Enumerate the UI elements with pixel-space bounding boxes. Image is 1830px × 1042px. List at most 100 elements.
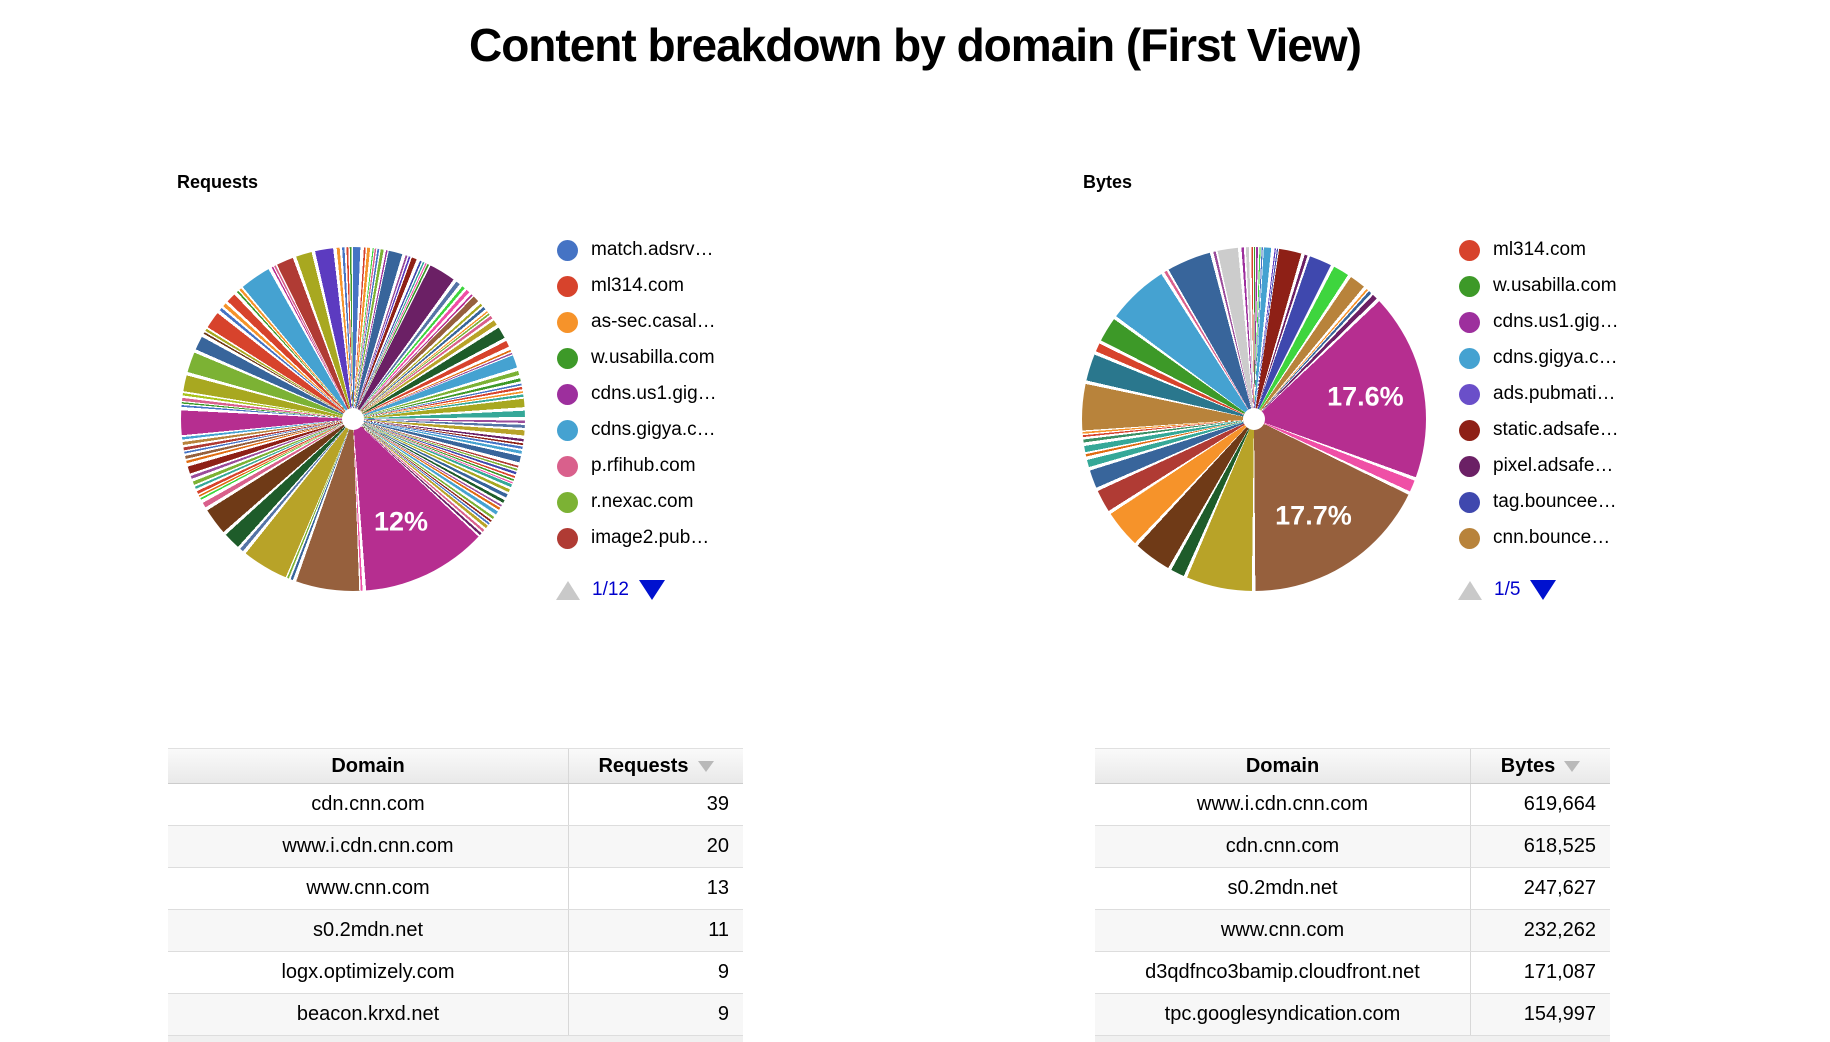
legend-item[interactable]: static.adsafe… [1459,412,1619,448]
bytes-legend: ml314.com w.usabilla.com cdns.us1.gig… cdns… [1459,232,1619,556]
domain-column-header[interactable]: Domain [1095,749,1470,783]
value-cell: 619,664 [1470,784,1610,825]
legend-page-indicator: 1/5 [1494,579,1521,600]
legend-swatch-icon [1459,311,1480,333]
legend-swatch-icon [1459,527,1480,549]
table-row: www.i.cdn.cnn.com 20 [168,826,743,868]
legend-item[interactable]: w.usabilla.com [1459,268,1619,304]
requests-column-label: Requests [598,754,689,777]
legend-swatch-icon [557,419,578,441]
legend-item[interactable]: cdns.us1.gig… [1459,304,1619,340]
table-row: s0.2mdn.net 11 [168,910,743,952]
bytes-column-header[interactable]: Bytes [1470,749,1610,783]
legend-page-down-button[interactable] [638,580,665,600]
legend-item[interactable]: cnn.bounce… [1459,520,1619,556]
legend-item[interactable]: tag.bouncee… [1459,484,1619,520]
legend-label: cdns.gigya.c… [1493,347,1618,368]
legend-swatch-icon [557,275,578,297]
requests-legend: match.adsrv… ml314.com as-sec.casal… w.usab… [557,232,717,556]
legend-label: w.usabilla.com [591,347,715,368]
legend-swatch-icon [1459,347,1480,369]
domain-column-label: Domain [1245,754,1320,777]
table-row: www.cnn.com 13 [168,868,743,910]
domain-cell: tpc.googlesyndication.com [1164,1003,1401,1025]
value-cell: 232,262 [1470,910,1610,951]
legend-label: as-sec.casal… [591,311,716,332]
legend-item[interactable]: ml314.com [1459,232,1619,268]
requests-table: Domain Requests cdn.cnn.com 39 www.i.cdn.c… [168,748,743,1042]
legend-swatch-icon [557,455,578,477]
legend-item[interactable]: pixel.adsafe… [1459,448,1619,484]
legend-item[interactable]: ads.pubmati… [1459,376,1619,412]
pie-center [1243,408,1265,430]
legend-label: cnn.bounce… [1493,527,1611,548]
legend-item[interactable]: as-sec.casal… [557,304,717,340]
domain-cell: beacon.krxd.net [296,1003,440,1025]
chart-title-bytes: Bytes [1083,172,1133,192]
legend-swatch-icon [1459,239,1480,261]
legend-item[interactable]: ml314.com [557,268,717,304]
legend-label: pixel.adsafe… [1493,455,1614,476]
legend-swatch-icon [1459,275,1480,297]
domain-cell: cdn.cnn.com [1225,835,1340,857]
legend-label: r.nexac.com [591,491,694,512]
table-row: cdn.cnn.com 39 [168,784,743,826]
page-title: Content breakdown by domain (First View) [468,19,1362,71]
legend-label: tag.bouncee… [1493,491,1617,512]
table-body: cdn.cnn.com 39 www.i.cdn.cnn.com 20 www.cnn.… [168,784,743,1036]
legend-item[interactable]: cdns.gigya.c… [1459,340,1619,376]
legend-swatch-icon [557,347,578,369]
bytes-legend-pager: 1/5 [1458,579,1557,601]
legend-item[interactable]: r.nexac.com [557,484,717,520]
pie-center [342,408,364,430]
table-header-row: Domain Requests [168,748,743,784]
table-row-partial [168,1036,743,1042]
requests-pie-chart[interactable]: 12% [181,247,525,591]
table-header-row: Domain Bytes [1095,748,1610,784]
legend-label: match.adsrv… [591,239,714,260]
pie-slice-label: 17.7% [1275,500,1352,531]
value-cell: 11 [568,910,743,951]
legend-page-up-button[interactable] [1458,580,1482,600]
domain-cell: logx.optimizely.com [281,961,455,983]
table-row: beacon.krxd.net 9 [168,994,743,1036]
value-cell: 171,087 [1470,952,1610,993]
legend-page-up-button[interactable] [556,580,580,600]
requests-column-header[interactable]: Requests [568,749,743,783]
sort-desc-icon [697,760,714,772]
legend-item[interactable]: image2.pub… [557,520,717,556]
value-cell: 20 [568,826,743,867]
domain-column-header[interactable]: Domain [168,749,568,783]
legend-label: ads.pubmati… [1493,383,1616,404]
sort-desc-icon [1564,760,1581,772]
requests-legend-pager: 1/12 [556,579,665,601]
domain-cell: s0.2mdn.net [312,919,424,941]
legend-item[interactable]: match.adsrv… [557,232,717,268]
legend-swatch-icon [557,239,578,261]
table-row: www.i.cdn.cnn.com 619,664 [1095,784,1610,826]
legend-swatch-icon [1459,455,1480,477]
table-body: www.i.cdn.cnn.com 619,664 cdn.cnn.com 618,5… [1095,784,1610,1036]
legend-swatch-icon [1459,419,1480,441]
table-row: cdn.cnn.com 618,525 [1095,826,1610,868]
value-cell: 9 [568,994,743,1035]
legend-item[interactable]: cdns.us1.gig… [557,376,717,412]
legend-label: cdns.us1.gig… [591,383,717,404]
domain-column-label: Domain [331,754,405,777]
bytes-pie-chart[interactable]: 17.6% 17.7% [1082,247,1426,591]
legend-item[interactable]: p.rfihub.com [557,448,717,484]
legend-item[interactable]: w.usabilla.com [557,340,717,376]
legend-page-down-button[interactable] [1530,580,1557,600]
bytes-table: Domain Bytes www.i.cdn.cnn.com 619,664 cdn… [1095,748,1610,1042]
value-cell: 154,997 [1470,994,1610,1035]
legend-item[interactable]: cdns.gigya.c… [557,412,717,448]
legend-swatch-icon [557,527,578,549]
legend-swatch-icon [1459,491,1480,513]
legend-label: ml314.com [591,275,684,296]
value-cell: 13 [568,868,743,909]
legend-page-indicator: 1/12 [592,579,629,600]
domain-cell: www.cnn.com [1220,919,1345,941]
value-cell: 9 [568,952,743,993]
value-cell: 618,525 [1470,826,1610,867]
